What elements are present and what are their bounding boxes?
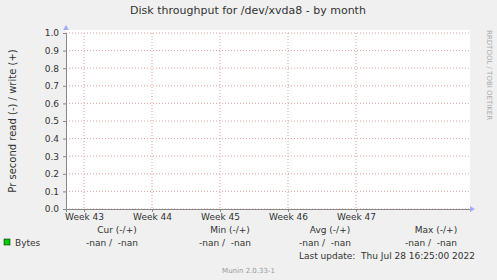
stats-value: -nan / -nan [199, 238, 251, 248]
x-tick-label: Week 46 [269, 212, 308, 222]
stats-value: -nan / -nan [86, 238, 138, 248]
grid-line [66, 33, 470, 34]
x-tick: Week 47 [337, 209, 376, 222]
legend-label: Bytes [15, 238, 41, 248]
axis-arrow [63, 25, 69, 30]
credit: Munin 2.0.33-1 [222, 267, 275, 275]
y-tick: 0.7 [45, 81, 66, 91]
x-tick-label: Week 47 [337, 212, 376, 222]
stats-header: Min (-/+) [210, 225, 250, 235]
y-axis: 0.0 0.1 0.2 0.3 0.4 0.5 0.6 0.7 0.8 0.9 1.0 [45, 28, 67, 214]
y-tick: 0.5 [45, 116, 66, 126]
y-tick-mark [63, 121, 66, 122]
x-tick-label: Week 45 [201, 212, 240, 222]
y-tick-label: 0.4 [45, 134, 60, 144]
grid-line [66, 156, 470, 157]
grid [66, 33, 470, 209]
legend-swatch [4, 239, 10, 245]
y-tick: 0.6 [45, 99, 66, 109]
y-tick-label: 0.6 [45, 99, 60, 109]
x-tick: Week 45 [201, 209, 240, 222]
stats-value: -nan / -nan [299, 238, 351, 248]
x-tick-label: Week 44 [133, 212, 172, 222]
grid-line [66, 85, 470, 86]
y-tick-label: 0.1 [45, 187, 59, 197]
stats-header: Avg (-/+) [310, 225, 350, 235]
plot-background [66, 30, 470, 209]
x-tick: Week 43 [65, 209, 104, 222]
x-tick: Week 46 [269, 209, 308, 222]
y-tick-mark [63, 103, 66, 104]
title: Disk throughput for /dev/xvda8 - by mont… [130, 4, 366, 17]
y-tick: 0.1 [45, 187, 66, 197]
y-tick-label: 0.2 [45, 169, 59, 179]
y-tick-mark [63, 33, 66, 34]
grid-line [66, 121, 470, 122]
y-tick-label: 0.5 [45, 116, 59, 126]
grid-line [288, 33, 289, 209]
y-tick-label: 0.3 [45, 152, 59, 162]
grid-line [356, 33, 357, 209]
y-tick: 0.4 [45, 134, 66, 144]
grid-line [66, 138, 470, 139]
y-axis-line [63, 34, 67, 210]
x-tick: Week 44 [133, 209, 172, 222]
watermark: RRDTOOL / TOBI OETIKER [485, 30, 493, 120]
grid-line [66, 173, 470, 174]
y-tick: 0.2 [45, 169, 66, 179]
y-tick: 0.9 [45, 46, 66, 56]
y-tick-mark [63, 174, 66, 175]
stats-header: Max (-/+) [415, 225, 457, 235]
grid-line [84, 33, 85, 209]
y-tick: 0.8 [45, 64, 66, 74]
axis-arrow [470, 206, 475, 212]
y-tick-mark [63, 86, 66, 87]
y-tick-mark [63, 209, 66, 210]
stats-header: Cur (-/+) [97, 225, 136, 235]
grid-line [152, 33, 153, 209]
y-tick-mark [63, 139, 66, 140]
chart: 0.0 0.1 0.2 0.3 0.4 0.5 0.6 0.7 0.8 0.9 1.0 Week 43… [0, 0, 497, 280]
y-tick: 0.0 [45, 204, 66, 214]
y-tick-label: 0.0 [45, 204, 60, 214]
y-tick-label: 0.7 [45, 81, 59, 91]
y-tick-mark [63, 68, 66, 69]
y-tick-label: 1.0 [45, 28, 60, 38]
stats-value: -nan / -nan [405, 238, 457, 248]
y-tick-mark [63, 156, 66, 157]
y-axis-title: Pr second read (-) / write (+) [7, 49, 18, 192]
grid-line [220, 33, 221, 209]
y-tick-label: 0.8 [45, 64, 60, 74]
grid-line [66, 50, 470, 51]
x-tick-label: Week 43 [65, 212, 104, 222]
x-axis: Week 43 Week 44 Week 45 Week 46 Week 47 [65, 209, 470, 222]
grid-line [66, 103, 470, 104]
y-tick-label: 0.9 [45, 46, 60, 56]
y-tick: 1.0 [45, 28, 66, 38]
y-tick-mark [63, 191, 66, 192]
y-tick: 0.3 [45, 152, 66, 162]
y-tick-mark [63, 51, 66, 52]
grid-line [66, 191, 470, 192]
grid-line [66, 68, 470, 69]
background [0, 0, 497, 280]
footer: Last update: Thu Jul 28 16:25:00 2022 [299, 251, 475, 261]
